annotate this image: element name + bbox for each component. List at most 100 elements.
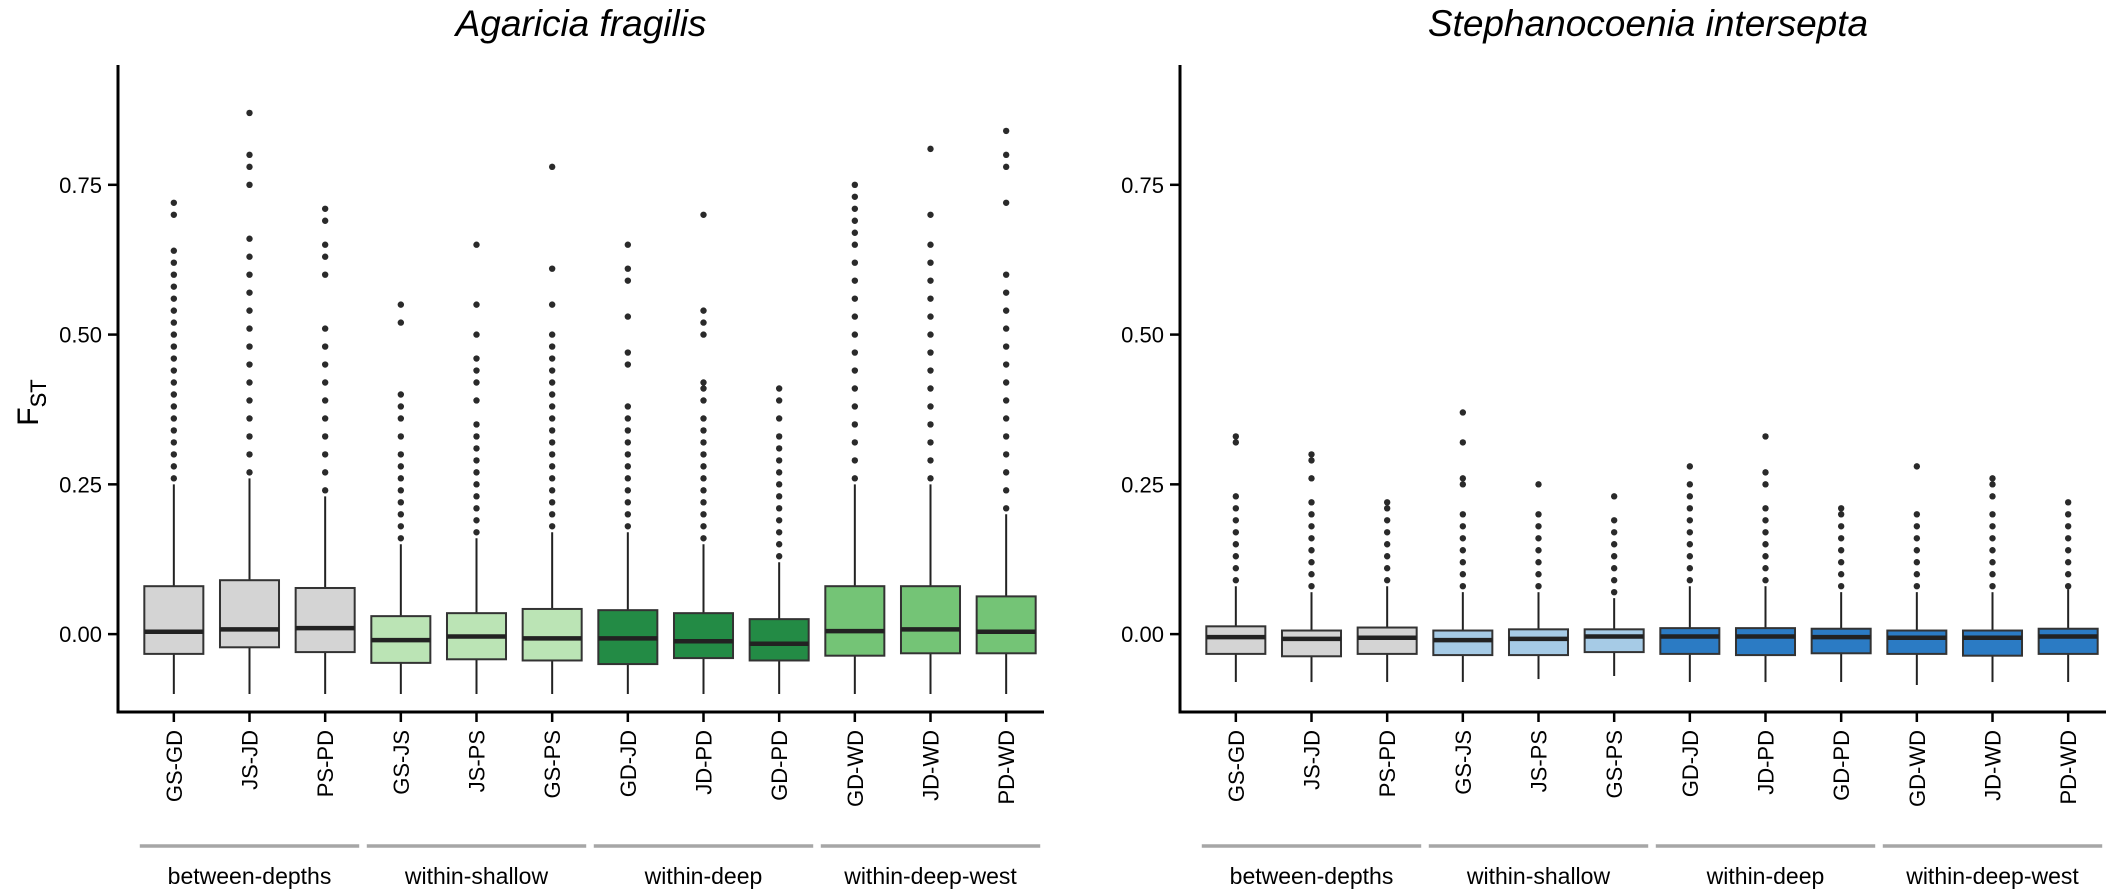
box-outlier (624, 511, 632, 518)
box-iqr (1583, 628, 1645, 654)
box-outlier (1686, 529, 1694, 536)
box-outlier (246, 307, 253, 314)
box-outlier (1837, 582, 1845, 590)
box-outlier (246, 253, 253, 260)
box-outlier (473, 433, 480, 440)
box-outlier (1610, 517, 1618, 524)
box-outlier (246, 361, 253, 368)
box-outlier (624, 277, 632, 284)
box-outlier (1762, 469, 1769, 476)
box-outlier (1535, 511, 1542, 518)
box-outlier (1686, 553, 1694, 560)
box-outlier (321, 451, 329, 458)
y-axis-label: FST (12, 379, 51, 425)
box-outlier (1232, 505, 1240, 512)
box-outlier (1232, 541, 1240, 548)
x-tick-label: GD-JD (616, 730, 641, 797)
box-outlier (170, 247, 178, 254)
box-outlier (246, 469, 253, 476)
box-outlier (851, 229, 859, 236)
box-outlier (1459, 481, 1467, 488)
box-outlier (1762, 529, 1769, 536)
box-outlier (1610, 529, 1618, 536)
box-outlier (1837, 511, 1845, 518)
box-outlier (927, 241, 934, 248)
box-outlier (1837, 505, 1845, 512)
box-outlier (1989, 535, 1996, 542)
x-tick-label: JS-PS (465, 730, 490, 792)
x-tick-label: JS-PS (1527, 730, 1552, 792)
box-outlier (700, 415, 707, 422)
box-outlier (1308, 547, 1315, 554)
x-tick-label: GS-JS (1451, 730, 1476, 795)
box-outlier (473, 331, 480, 338)
box-outlier (1837, 523, 1845, 530)
box-outlier (700, 319, 707, 326)
group-label: within-deep (1706, 863, 1825, 889)
box-outlier (473, 367, 480, 374)
box-outlier (624, 451, 632, 458)
box-outlier (1837, 571, 1845, 578)
box-outlier (548, 343, 556, 350)
x-tick-label: GS-GD (1224, 730, 1249, 802)
box-outlier (1535, 523, 1542, 530)
x-tick-label: GS-GD (162, 730, 187, 802)
box-outlier (246, 151, 253, 159)
group-label: within-deep-west (1905, 863, 2079, 889)
box-outlier (1383, 499, 1391, 506)
box-outlier (624, 463, 632, 470)
box-outlier (1610, 588, 1618, 596)
box-outlier (473, 355, 480, 362)
y-axis-label-main: F (12, 407, 45, 425)
box-outlier (548, 391, 556, 398)
box-outlier (1002, 397, 1010, 404)
box-outlier (246, 433, 253, 440)
x-tick-label: JS-JD (1300, 730, 1325, 790)
box-outlier (1308, 535, 1315, 542)
box-outlier (775, 517, 783, 524)
box-outlier (473, 493, 480, 500)
box-outlier (1686, 541, 1694, 548)
box-outlier (548, 403, 556, 410)
box-outlier (624, 241, 632, 248)
box-outlier (775, 481, 783, 488)
group-label: between-depths (1230, 863, 1394, 889)
box-outlier (1459, 582, 1467, 590)
box-outlier (624, 415, 632, 422)
box-outlier (927, 211, 934, 218)
y-axis-label-sub: ST (26, 379, 51, 407)
box-outlier (548, 415, 556, 422)
box-outlier (1459, 409, 1467, 416)
box-outlier (170, 391, 178, 398)
box-iqr (143, 585, 205, 655)
box-outlier (1762, 565, 1769, 572)
box-outlier (2064, 571, 2072, 578)
box-outlier (246, 325, 253, 332)
box-outlier (1913, 582, 1921, 590)
box-outlier (1232, 493, 1240, 500)
box-outlier (1002, 271, 1010, 278)
box-outlier (170, 295, 178, 302)
y-axis-label-sub: ST (26, 379, 51, 407)
box-outlier (548, 265, 556, 272)
chart-title: Agaricia fragilis (454, 3, 707, 44)
box-outlier (397, 499, 405, 506)
box-outlier (1535, 559, 1542, 566)
box-outlier (1535, 547, 1542, 554)
box-outlier (1002, 307, 1010, 314)
y-tick-label: 0.00 (1121, 622, 1164, 647)
box-outlier (170, 439, 178, 446)
chart-title: Stephanocoenia intersepta (1428, 3, 1868, 44)
box-outlier (1459, 439, 1467, 446)
box-outlier (1913, 547, 1921, 554)
box-outlier (1535, 582, 1542, 590)
box-outlier (700, 385, 707, 392)
box-outlier (548, 331, 556, 338)
box-outlier (1002, 325, 1010, 332)
box-outlier (473, 457, 480, 464)
box-outlier (1383, 577, 1391, 584)
box-outlier (2064, 523, 2072, 530)
box-outlier (1610, 553, 1618, 560)
box-outlier (700, 487, 707, 494)
